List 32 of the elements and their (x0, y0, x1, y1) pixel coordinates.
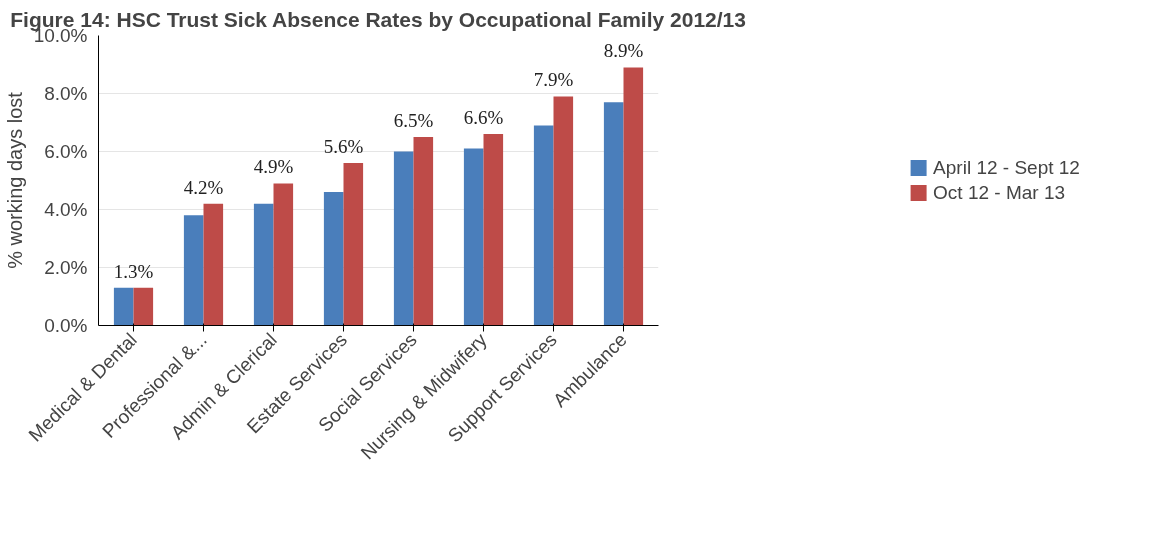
data-label: 4.9% (253, 156, 294, 178)
bar (393, 151, 414, 326)
legend-label: April 12 - Sept 12 (933, 156, 1080, 179)
bar (323, 192, 344, 326)
data-label: 5.6% (323, 136, 364, 158)
bar (253, 203, 274, 326)
data-label: 7.9% (533, 69, 574, 91)
bar (273, 183, 294, 326)
bar (203, 203, 224, 326)
legend-label: Oct 12 - Mar 13 (933, 181, 1066, 204)
data-label: 1.3% (113, 260, 154, 282)
y-tick-label: 4.0% (44, 199, 88, 220)
bar (603, 102, 624, 326)
bar (113, 287, 134, 326)
y-tick-label: 6.0% (44, 141, 88, 162)
bar (133, 287, 154, 326)
data-label: 6.6% (463, 107, 504, 129)
bar (533, 125, 554, 326)
data-label: 4.2% (183, 176, 224, 198)
bar (463, 148, 484, 326)
bar (413, 137, 434, 326)
data-label: 8.9% (603, 40, 644, 62)
y-tick-label: 0.0% (44, 315, 88, 336)
y-tick-label: 2.0% (44, 257, 88, 278)
y-axis-title: % working days lost (3, 91, 26, 269)
bar (483, 134, 504, 326)
bar (623, 67, 644, 326)
bar (553, 96, 574, 326)
y-tick-label: 8.0% (44, 83, 88, 104)
bar (183, 215, 204, 326)
data-label: 6.5% (393, 110, 434, 131)
bar (343, 163, 364, 326)
